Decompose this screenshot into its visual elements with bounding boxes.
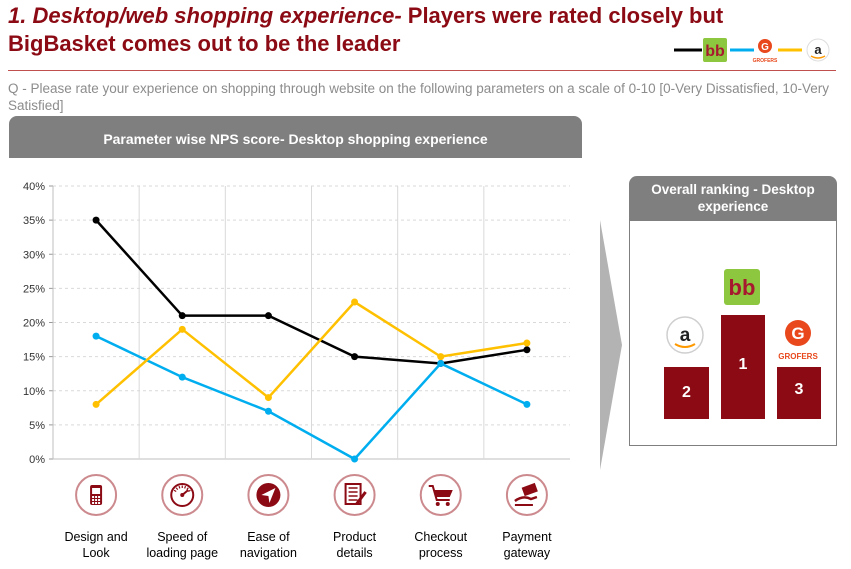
x-axis-category-labels: Design and Look Speed of loading page Ease o… bbox=[64, 530, 552, 560]
series-line-grofers bbox=[95, 335, 528, 461]
payment-hand-icon bbox=[505, 474, 548, 516]
amazon-logo-icon: a bbox=[806, 38, 830, 62]
grofers-logo-icon: G GROFERS bbox=[753, 39, 778, 64]
grofers-logo-label: GROFERS bbox=[778, 352, 818, 361]
y-tick-label: 5% bbox=[29, 420, 45, 432]
data-point-grofers bbox=[264, 407, 272, 415]
brand-legend: bb G GROFERS a bbox=[674, 38, 830, 64]
survey-question: Q - Please rate your experience on shopp… bbox=[8, 81, 829, 113]
svg-text:G: G bbox=[791, 324, 804, 343]
data-point-grofers bbox=[178, 373, 186, 381]
mobile-phone-icon bbox=[75, 474, 118, 516]
x-category-label: Payment gateway bbox=[502, 530, 552, 560]
amazon-logo-letter: a bbox=[680, 325, 691, 346]
data-point-bigbasket bbox=[264, 312, 272, 320]
x-category-label: Speed of loading page bbox=[146, 530, 218, 560]
y-tick-label: 30% bbox=[23, 249, 45, 261]
grofers-logo-icon: G GROFERS bbox=[778, 320, 818, 361]
data-point-grofers bbox=[523, 400, 531, 408]
y-axis-tick-labels: 0% 5% 10% 15% 20% 25% 30% 35% 40% bbox=[23, 181, 45, 466]
amazon-logo-icon: a bbox=[666, 316, 704, 354]
podium-rank-1: 1 bbox=[721, 315, 765, 419]
speedometer-icon bbox=[161, 474, 204, 516]
y-tick-label: 20% bbox=[23, 318, 45, 330]
data-point-bigbasket bbox=[178, 312, 186, 320]
y-tick-label: 35% bbox=[23, 215, 45, 227]
data-point-amazon bbox=[178, 325, 186, 333]
data-point-bigbasket bbox=[92, 216, 100, 224]
data-point-amazon bbox=[264, 394, 272, 402]
data-point-amazon bbox=[351, 298, 359, 306]
nps-line-chart: 0% 5% 10% 15% 20% 25% 30% 35% 40% Design and Look… bbox=[9, 158, 582, 569]
y-tick-label: 15% bbox=[23, 352, 45, 364]
y-tick-label: 10% bbox=[23, 386, 45, 398]
page-title-rest: Players were rated closely but BigBasket… bbox=[8, 3, 724, 56]
category-separators bbox=[138, 186, 485, 459]
podium-rank-3: 3 bbox=[777, 367, 821, 419]
data-point-amazon bbox=[92, 400, 100, 408]
title-divider bbox=[8, 70, 836, 71]
series-lines bbox=[92, 216, 531, 463]
data-point-amazon bbox=[523, 339, 531, 347]
x-category-label: Design and Look bbox=[64, 530, 127, 560]
navigation-arrow-icon bbox=[247, 474, 290, 516]
series-line-amazon bbox=[95, 300, 528, 406]
ranking-panel: bb a G GROFERS 2 1 3 bbox=[629, 220, 837, 446]
svg-text:bb: bb bbox=[729, 275, 756, 300]
ranking-panel-title: Overall ranking - Desktop experience bbox=[629, 176, 837, 220]
section-divider-arrow bbox=[600, 220, 622, 470]
x-category-label: Ease of navigation bbox=[240, 530, 297, 560]
bigbasket-logo-icon: bb bbox=[703, 38, 727, 62]
data-point-amazon bbox=[437, 353, 445, 361]
chart-panel-title: Parameter wise NPS score- Desktop shoppi… bbox=[9, 116, 582, 158]
document-edit-icon bbox=[333, 474, 376, 516]
x-category-label: Product details bbox=[333, 530, 377, 560]
data-point-grofers bbox=[437, 359, 445, 367]
podium-rank-2: 2 bbox=[664, 367, 709, 419]
y-tick-label: 0% bbox=[29, 454, 45, 466]
data-point-bigbasket bbox=[523, 346, 531, 354]
legend-amazon-text: a bbox=[814, 42, 822, 57]
series-line-bigbasket bbox=[95, 219, 528, 365]
legend-grofers-text: GROFERS bbox=[753, 58, 778, 64]
category-icons bbox=[75, 474, 548, 516]
y-tick-label: 25% bbox=[23, 283, 45, 295]
data-point-bigbasket bbox=[351, 353, 359, 361]
page-title: 1. Desktop/web shopping experience- Play… bbox=[8, 2, 768, 58]
svg-text:G: G bbox=[761, 42, 769, 53]
y-tick-label: 40% bbox=[23, 181, 45, 193]
bigbasket-logo-icon: bb bbox=[724, 269, 760, 305]
svg-text:bb: bb bbox=[705, 43, 725, 60]
data-point-grofers bbox=[351, 455, 359, 463]
page-title-italic: 1. Desktop/web shopping experience- bbox=[8, 3, 402, 28]
data-point-grofers bbox=[92, 332, 100, 340]
x-category-label: Checkout process bbox=[414, 530, 467, 560]
shopping-cart-icon bbox=[419, 474, 462, 516]
